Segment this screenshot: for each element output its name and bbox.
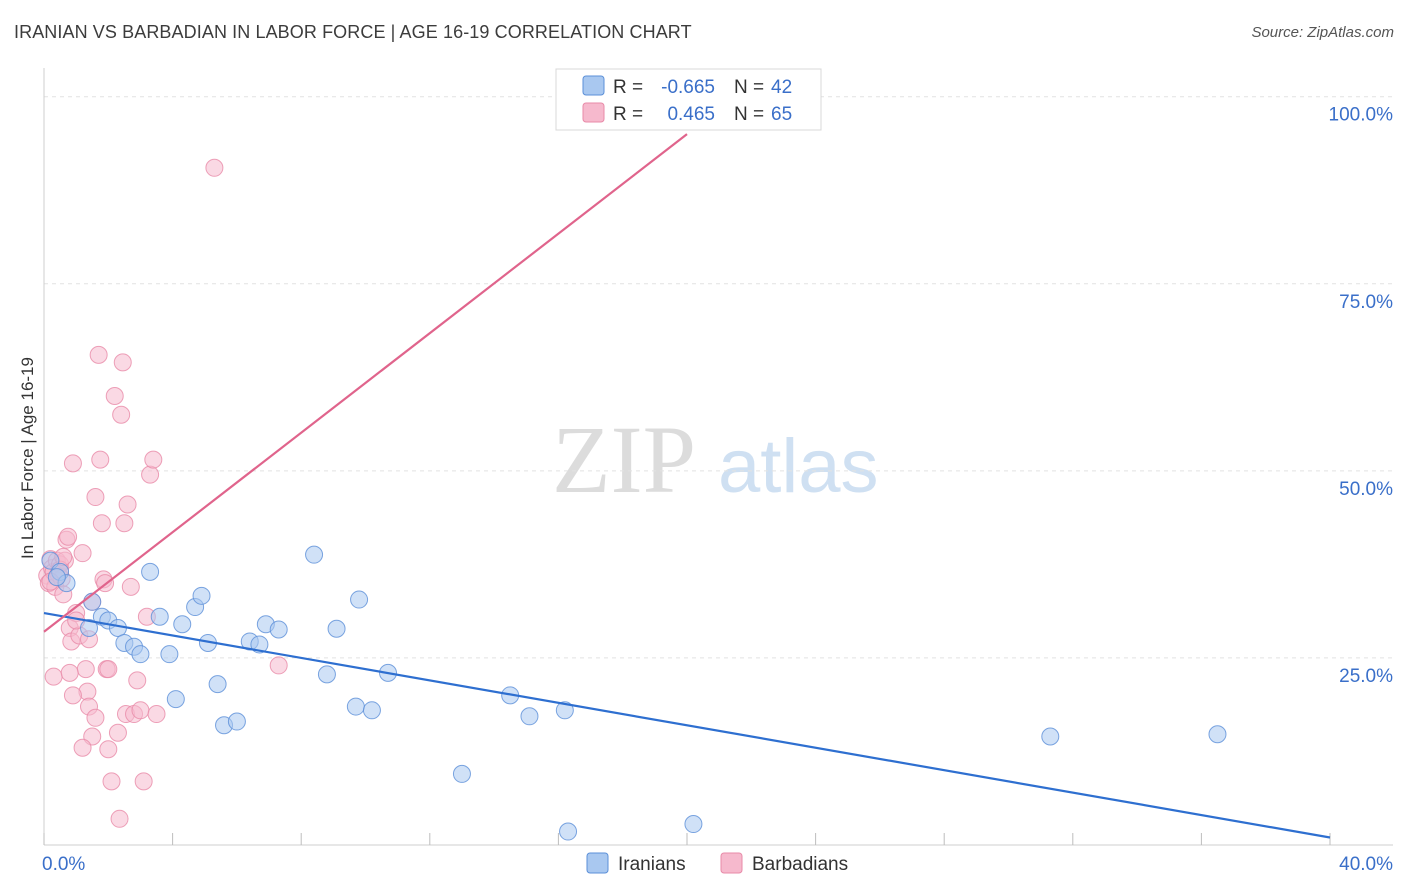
legend-r-value-barbadians: 0.465 (667, 104, 715, 125)
barbadians-point-37 (113, 353, 132, 372)
barbadians-point-34 (108, 723, 127, 742)
x-tick-label-min: 0.0% (42, 854, 85, 875)
iranians-point-39 (1041, 727, 1060, 746)
legend-r-value-iranians: -0.665 (661, 77, 715, 98)
bottom-legend: Iranians Barbadians (586, 852, 848, 875)
barbadians-point-32 (102, 772, 121, 791)
iranians-point-21 (227, 712, 246, 731)
barbadians-point-31 (99, 660, 118, 679)
y-tick-label-100: 100.0% (1329, 105, 1394, 126)
barbadians-point-52 (63, 686, 82, 705)
bottom-legend-label-iranians: Iranians (618, 854, 686, 875)
iranians-point-15 (173, 615, 192, 634)
iranians-point-10 (131, 645, 150, 664)
watermark-zip: ZIP (552, 406, 696, 513)
barbadians-point-36 (112, 405, 131, 424)
iranians-point-35 (520, 707, 539, 726)
barbadians-point-45 (134, 772, 153, 791)
iranians-point-29 (346, 697, 365, 716)
iranians-point-17 (192, 586, 211, 605)
iranians-point-28 (327, 619, 346, 638)
legend-swatch-iranians (582, 75, 605, 96)
iranians-point-40 (1208, 725, 1227, 744)
barbadians-point-47 (141, 465, 160, 484)
barbadians-point-19 (73, 544, 92, 563)
barbadians-point-57 (205, 158, 224, 177)
barbadians-point-33 (105, 387, 124, 406)
iranians-point-19 (208, 675, 227, 694)
iranians-point-23 (250, 635, 269, 654)
iranians-point-38 (684, 815, 703, 834)
bottom-legend-label-barbadians: Barbadians (752, 854, 848, 875)
grid (44, 96, 1393, 659)
y-tick-label-75: 75.0% (1339, 292, 1393, 313)
barbadians-point-49 (147, 705, 166, 724)
iranians-point-12 (150, 607, 169, 626)
barbadians-point-35 (110, 809, 129, 828)
barbadians-point-26 (91, 450, 110, 469)
legend-n-value-barbadians: 65 (771, 104, 792, 125)
iranians-point-13 (160, 645, 179, 664)
barbadians-point-64 (60, 663, 79, 682)
barbadians-point-50 (44, 667, 63, 686)
barbadians-point-27 (92, 514, 111, 533)
barbadians-point-38 (115, 514, 134, 533)
barbadians-point-41 (121, 577, 140, 596)
iranians-point-36 (555, 701, 574, 720)
iranians-point-26 (305, 545, 324, 564)
legend-r-label-iranians: R = (613, 77, 643, 98)
iranians-point-3 (83, 592, 102, 611)
barbadians-point-25 (89, 345, 108, 364)
iranians-trend-line (43, 611, 1331, 839)
legend-n-label-barbadians: N = (734, 104, 764, 125)
iranians-point-14 (166, 690, 185, 709)
iranians-point-31 (362, 701, 381, 720)
iranians-point-33 (452, 764, 471, 783)
barbadians-point-44 (131, 701, 150, 720)
barbadians-point-40 (118, 495, 137, 514)
trend-lines (43, 133, 1331, 839)
source-label: Source: ZipAtlas.com (1251, 24, 1394, 41)
legend-box: R = -0.665 N = 42 R = 0.465 N = 65 (555, 68, 822, 131)
iranians-point-11 (141, 562, 160, 581)
x-tick-label-max: 40.0% (1339, 854, 1393, 875)
bottom-legend-swatch-iranians (586, 852, 609, 874)
barbadians-point-24 (86, 488, 105, 507)
iranians-point-25 (269, 620, 288, 639)
barbadians-trend-line (43, 133, 688, 633)
bottom-legend-swatch-barbadians (720, 852, 743, 874)
legend-r-label-barbadians: R = (613, 104, 643, 125)
legend-swatch-barbadians (582, 102, 605, 123)
barbadians-point-53 (73, 738, 92, 757)
iranians-points (41, 545, 1227, 841)
iranians-point-30 (350, 590, 369, 609)
y-tick-label-50: 50.0% (1339, 479, 1393, 500)
iranians-point-41 (47, 568, 66, 587)
barbadians-point-55 (86, 708, 105, 727)
watermark-atlas: atlas (718, 424, 879, 509)
axes: 25.0% 50.0% 75.0% 100.0% (43, 68, 1394, 846)
legend-n-label-iranians: N = (734, 77, 764, 98)
barbadians-point-48 (144, 450, 163, 469)
barbadians-point-20 (76, 660, 95, 679)
barbadians-point-13 (59, 527, 78, 546)
iranians-point-5 (80, 618, 99, 637)
barbadians-point-16 (63, 454, 82, 473)
legend-n-value-iranians: 42 (771, 77, 792, 98)
barbadians-point-56 (99, 740, 118, 759)
chart-title: IRANIAN VS BARBADIAN IN LABOR FORCE | AG… (14, 22, 692, 42)
barbadians-point-58 (269, 656, 288, 675)
barbadians-point-43 (128, 671, 147, 690)
y-axis-label: In Labor Force | Age 16-19 (18, 357, 37, 559)
iranians-point-37 (559, 822, 578, 841)
y-tick-label-25: 25.0% (1339, 666, 1393, 687)
iranians-point-27 (317, 665, 336, 684)
